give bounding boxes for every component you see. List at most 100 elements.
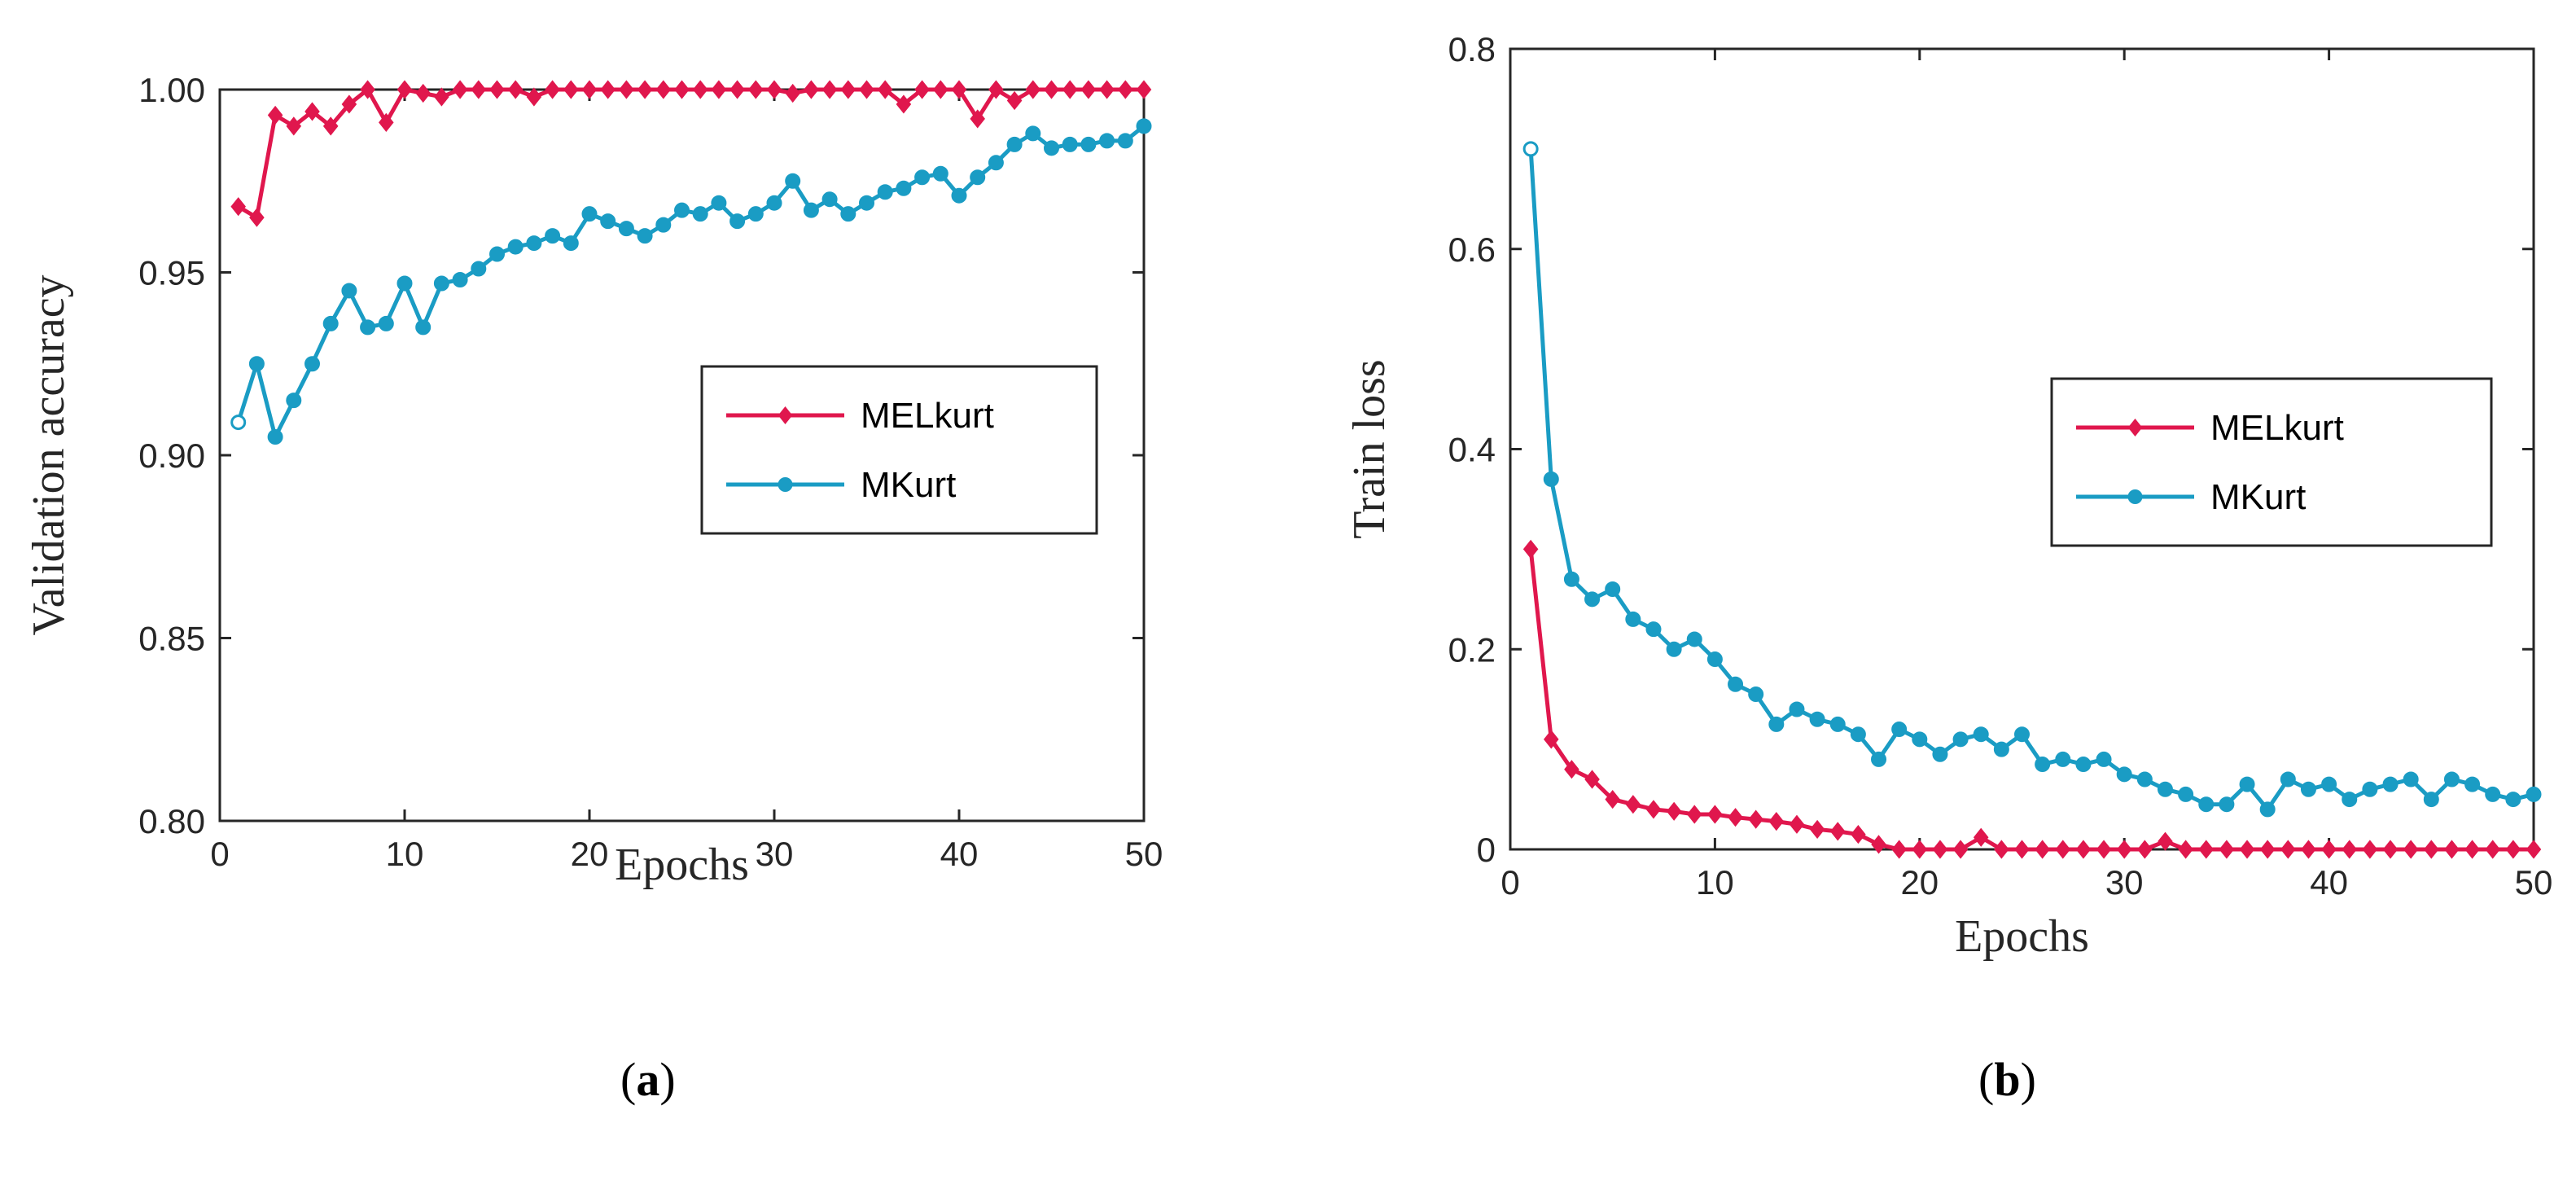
panel-letter: a [636, 1053, 659, 1106]
data-point-melkurt [2035, 840, 2050, 859]
data-point-melkurt [563, 80, 579, 99]
x-tick-label: 10 [386, 835, 424, 873]
data-point-mkurt [1044, 140, 1059, 156]
data-point-melkurt [267, 105, 283, 125]
data-point-mkurt [452, 271, 468, 287]
x-tick-label: 40 [940, 835, 979, 873]
data-point-mkurt [1768, 716, 1785, 732]
data-point-mkurt [341, 283, 357, 299]
data-point-melkurt [2321, 840, 2337, 859]
data-point-melkurt [1062, 80, 1078, 99]
data-point-melkurt [396, 80, 413, 99]
data-point-melkurt [1809, 819, 1825, 840]
data-point-melkurt [1851, 824, 1866, 844]
data-point-mkurt [2198, 796, 2215, 813]
data-point-melkurt [2259, 840, 2276, 859]
data-point-mkurt [507, 239, 524, 255]
x-tick-label: 40 [2310, 863, 2348, 901]
data-point-mkurt [2382, 776, 2399, 792]
data-point-mkurt [988, 155, 1004, 171]
legend-label-mkurt: MKurt [2210, 477, 2306, 517]
y-tick-label: 0.6 [1448, 230, 1496, 269]
data-point-melkurt [230, 197, 246, 217]
legend-label-mkurt: MKurt [861, 465, 956, 505]
data-point-mkurt [248, 356, 265, 372]
data-point-melkurt [507, 80, 524, 99]
data-point-melkurt [692, 80, 708, 99]
data-point-melkurt [1748, 809, 1763, 829]
data-point-mkurt [859, 195, 874, 211]
data-point-mkurt [1645, 621, 1662, 638]
data-point-melkurt [2424, 840, 2439, 859]
data-point-mkurt [1748, 687, 1764, 703]
data-point-mkurt [2362, 781, 2378, 797]
data-point-melkurt [2485, 840, 2501, 859]
x-tick-label: 30 [756, 835, 794, 873]
data-point-melkurt [471, 80, 487, 99]
data-point-melkurt [2096, 840, 2112, 859]
data-point-mkurt [2342, 792, 2358, 808]
data-point-mkurt [1117, 133, 1133, 149]
data-point-melkurt [1584, 770, 1600, 789]
data-point-mkurt [896, 180, 912, 196]
data-point-mkurt [821, 191, 838, 208]
y-tick-label: 0.4 [1448, 431, 1496, 469]
data-point-mkurt [1062, 136, 1078, 152]
data-point-mkurt [2035, 757, 2051, 773]
data-point-mkurt [1605, 581, 1621, 598]
data-point-mkurt [2321, 776, 2337, 792]
data-point-mkurt [2259, 801, 2276, 818]
data-point-mkurt [600, 213, 616, 230]
data-point-mkurt [692, 206, 708, 222]
legend-label-melkurt: MELkurt [2210, 408, 2344, 448]
data-point-melkurt [304, 102, 320, 121]
x-tick-label: 10 [1696, 863, 1734, 901]
data-point-melkurt [600, 80, 616, 99]
data-point-mkurt [1099, 133, 1115, 149]
data-point-melkurt [2116, 840, 2132, 859]
data-point-melkurt [2055, 840, 2071, 859]
data-point-mkurt [396, 275, 413, 292]
x-tick-label: 0 [210, 835, 229, 873]
legend-label-melkurt: MELkurt [861, 396, 994, 436]
data-point-mkurt [322, 315, 339, 331]
data-point-mkurt [1080, 136, 1097, 152]
data-point-melkurt [1543, 730, 1559, 749]
y-axis-title: Train loss [1344, 359, 1395, 538]
data-point-melkurt [2239, 840, 2255, 859]
data-point-melkurt [933, 80, 948, 99]
data-point-melkurt [970, 109, 985, 129]
data-point-mkurt [545, 228, 561, 244]
data-point-mkurt [1706, 651, 1723, 668]
data-point-mkurt [471, 261, 487, 277]
data-point-melkurt [2382, 840, 2399, 859]
data-point-melkurt [1118, 80, 1133, 99]
data-point-melkurt [914, 80, 930, 99]
data-point-melkurt [1080, 80, 1097, 99]
data-point-mkurt [1136, 118, 1152, 134]
data-point-mkurt [2075, 757, 2092, 773]
data-point-melkurt [2464, 840, 2480, 859]
data-point-melkurt [637, 80, 653, 99]
data-point-mkurt [2014, 726, 2030, 743]
data-point-melkurt [1136, 80, 1152, 99]
data-point-melkurt [2362, 840, 2378, 859]
x-tick-label: 50 [2515, 863, 2553, 901]
data-point-mkurt [2055, 751, 2071, 767]
data-point-melkurt [2219, 840, 2235, 859]
data-point-mkurt [1625, 611, 1641, 627]
data-point-mkurt [1850, 726, 1866, 743]
data-point-mkurt [415, 319, 432, 336]
data-point-melkurt [896, 94, 912, 114]
data-point-mkurt [1809, 711, 1825, 727]
panel-caption: (a) [620, 1053, 676, 1106]
legend-box [700, 365, 1098, 535]
legend-marker-melkurt [2127, 419, 2143, 436]
data-point-melkurt [322, 116, 339, 136]
data-point-melkurt [249, 208, 265, 227]
data-point-melkurt [434, 87, 449, 107]
panel-letter: b [1994, 1053, 2020, 1106]
y-tick-label: 0.80 [138, 802, 205, 840]
data-point-melkurt [2158, 831, 2173, 851]
data-point-melkurt [545, 80, 560, 99]
